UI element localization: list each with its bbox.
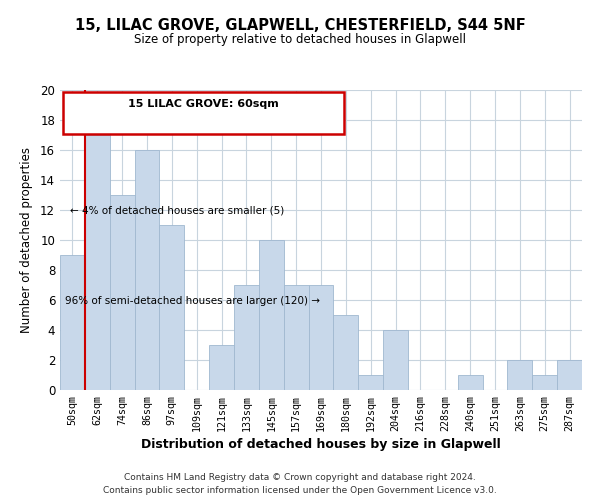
Text: ← 4% of detached houses are smaller (5): ← 4% of detached houses are smaller (5) [70,206,284,216]
Text: 15 LILAC GROVE: 60sqm: 15 LILAC GROVE: 60sqm [128,99,279,109]
Bar [85,135,110,390]
Bar [134,150,160,390]
Text: Size of property relative to detached houses in Glapwell: Size of property relative to detached ho… [134,32,466,46]
Bar [532,375,557,390]
Bar [557,360,582,390]
Bar [60,255,85,390]
Text: Contains HM Land Registry data © Crown copyright and database right 2024.: Contains HM Land Registry data © Crown c… [124,472,476,482]
Bar [508,360,532,390]
Bar [383,330,408,390]
Bar [110,195,134,390]
Bar [308,285,334,390]
Bar [284,285,308,390]
Bar [334,315,358,390]
X-axis label: Distribution of detached houses by size in Glapwell: Distribution of detached houses by size … [141,438,501,451]
Bar [458,375,482,390]
Text: 15, LILAC GROVE, GLAPWELL, CHESTERFIELD, S44 5NF: 15, LILAC GROVE, GLAPWELL, CHESTERFIELD,… [74,18,526,32]
Text: Contains public sector information licensed under the Open Government Licence v3: Contains public sector information licen… [103,486,497,495]
Bar [358,375,383,390]
Bar [234,285,259,390]
Text: 96% of semi-detached houses are larger (120) →: 96% of semi-detached houses are larger (… [65,296,320,306]
FancyBboxPatch shape [62,92,344,134]
Y-axis label: Number of detached properties: Number of detached properties [20,147,33,333]
Bar [209,345,234,390]
Bar [259,240,284,390]
Bar [160,225,184,390]
